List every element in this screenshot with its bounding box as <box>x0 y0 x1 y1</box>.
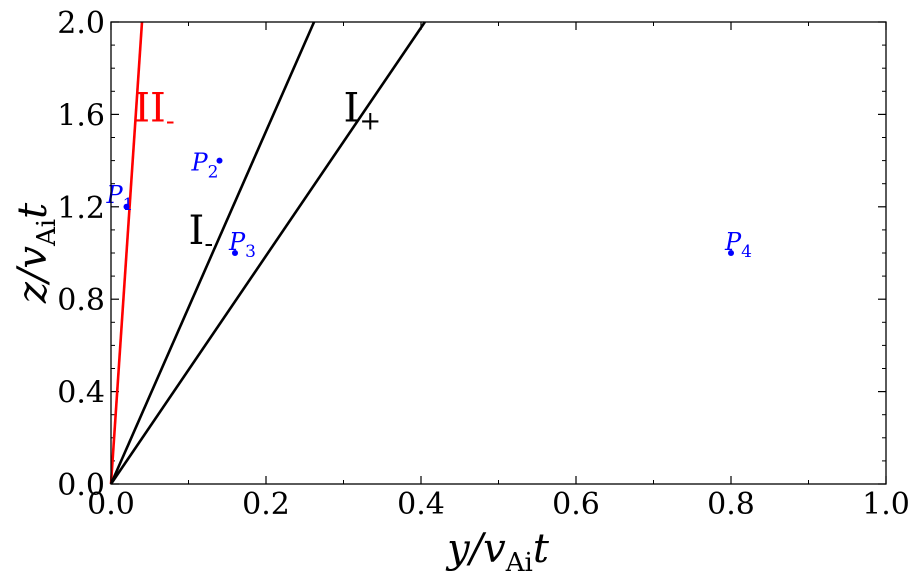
x-tick-label: 0.8 <box>707 487 755 522</box>
point-label-sub: 1 <box>123 195 134 215</box>
region-label-2: I- <box>189 208 214 259</box>
region-label-sub: - <box>166 106 175 136</box>
plot-background <box>111 22 886 484</box>
y-tick-label: 1.2 <box>57 191 105 226</box>
y-axis-title-sub: Ai <box>32 219 62 247</box>
region-label-main: II <box>134 85 166 131</box>
region-label-1: II- <box>134 85 174 136</box>
point-label-3: P3 <box>228 228 256 262</box>
series-line-1 <box>109 21 144 485</box>
y-axis-title: z/vAit <box>10 202 62 304</box>
x-tick-label: 0.6 <box>552 487 600 522</box>
region-label-main: I <box>344 85 360 131</box>
y-tick-label: 0.0 <box>57 468 105 503</box>
y-tick-label: 0.8 <box>57 283 105 318</box>
y-tick-label: 2.0 <box>57 6 105 41</box>
y-axis-title-tail: t <box>10 202 56 219</box>
y-tick-label: 1.6 <box>57 98 105 133</box>
y-tick-labels: 0.0 0.4 0.8 1.2 1.6 2.0 <box>57 6 105 503</box>
region-label-3: I+ <box>344 85 382 136</box>
region-labels: II-I-I+ <box>134 85 381 258</box>
point-4 <box>728 250 734 256</box>
x-tick-label: 0.4 <box>397 487 445 522</box>
point-label-1: P1 <box>106 181 134 215</box>
series-layer <box>109 21 426 485</box>
y-tick-label: 0.4 <box>57 376 105 411</box>
region-label-sub: + <box>359 106 381 136</box>
x-tick-label: 0.2 <box>242 487 290 522</box>
x-axis-title-tail: t <box>533 526 550 572</box>
x-tick-label: 1.0 <box>862 487 910 522</box>
x-axis-title: y/vAit <box>445 526 550 578</box>
point-label-sub: 2 <box>208 163 219 183</box>
x-tick-label: 0.0 <box>87 487 135 522</box>
point-label-2: P2 <box>191 149 219 183</box>
plot-frame <box>110 21 887 485</box>
point-3 <box>232 250 238 256</box>
point-2 <box>216 157 223 164</box>
point-1 <box>123 203 130 210</box>
point-label-sub: 4 <box>741 242 752 262</box>
point-label-main: P <box>106 181 124 209</box>
point-label-main: P <box>724 228 742 256</box>
region-label-main: I <box>189 208 205 254</box>
region-label-sub: - <box>204 229 213 259</box>
point-label-main: P <box>191 149 209 177</box>
x-axis-title-main: y/v <box>445 526 506 572</box>
series-line-3 <box>109 21 426 485</box>
y-axis-title-main: z/v <box>10 246 56 305</box>
point-label-4: P4 <box>724 228 752 262</box>
point-label-main: P <box>228 228 246 256</box>
x-axis-title-sub: Ai <box>505 548 533 578</box>
point-label-sub: 3 <box>245 242 256 262</box>
series-line-2 <box>109 21 316 485</box>
x-tick-labels: 0.0 0.2 0.4 0.6 0.8 1.0 <box>87 487 910 522</box>
